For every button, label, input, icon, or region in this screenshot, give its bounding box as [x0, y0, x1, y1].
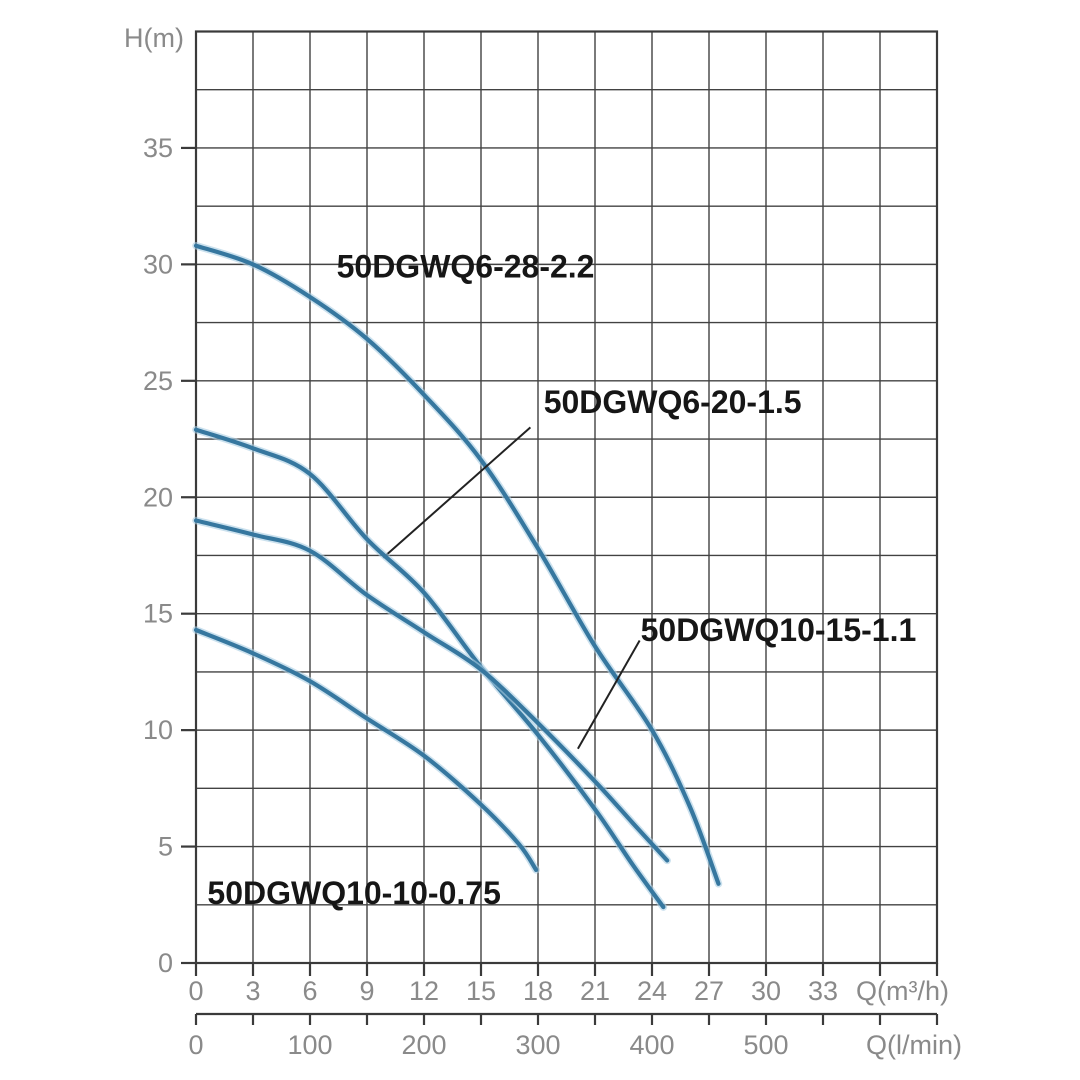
- x-tick-label: 21: [580, 976, 610, 1006]
- x2-tick-label: 300: [515, 1030, 560, 1060]
- y-tick-label: 0: [158, 948, 173, 978]
- x-tick-label: 12: [409, 976, 439, 1006]
- x-tick-label: 0: [188, 976, 203, 1006]
- curve-50DGWQ10-15-1.1: [193, 518, 670, 863]
- x-tick-label: 24: [637, 976, 667, 1006]
- curve-50DGWQ10-10-0.75: [193, 627, 539, 872]
- leader-line-50DGWQ10-15-1.1: [577, 639, 641, 750]
- curve-50DGWQ6-28-2.2: [193, 243, 721, 886]
- curve-label-50DGWQ6-20-1.5: 50DGWQ6-20-1.5: [544, 384, 802, 420]
- x2-tick-label: 500: [743, 1030, 788, 1060]
- x-tick-label: 15: [466, 976, 496, 1006]
- curves-layer: [192, 241, 723, 911]
- x-tick-label: 18: [523, 976, 553, 1006]
- curve-halo-50DGWQ6-20-1.5: [192, 425, 668, 911]
- curve-labels-layer: 50DGWQ6-28-2.2 50DGWQ6-20-1.5 50DGWQ10-15-…: [207, 249, 916, 911]
- x-axis-unit-label: Q(m³/h): [856, 976, 949, 1006]
- curve-label-50DGWQ10-10-0.75: 50DGWQ10-10-0.75: [207, 875, 500, 911]
- x-tick-label: 30: [751, 976, 781, 1006]
- y-tick-label: 15: [143, 599, 173, 629]
- x-tick-label: 3: [245, 976, 260, 1006]
- curve-label-50DGWQ10-15-1.1: 50DGWQ10-15-1.1: [641, 612, 917, 648]
- curve-label-50DGWQ6-28-2.2: 50DGWQ6-28-2.2: [337, 249, 595, 285]
- y-tick-label: 35: [143, 133, 173, 163]
- x-tick-label: 33: [808, 976, 838, 1006]
- y-tick-label: 25: [143, 366, 173, 396]
- curve-50DGWQ6-20-1.5: [193, 427, 666, 910]
- x-tick-label: 6: [302, 976, 317, 1006]
- axes-layer: 0 3 6 9 12 15 18 21 24 27 30 33 0 5 10 15 20 25 30 35 0 100 20…: [143, 133, 939, 1060]
- x2-axis-unit-label: Q(l/min): [866, 1030, 962, 1060]
- x2-tick-label: 0: [188, 1030, 203, 1060]
- curve-halo-50DGWQ10-10-0.75: [192, 626, 540, 874]
- x2-tick-label: 200: [401, 1030, 446, 1060]
- x-tick-label: 9: [359, 976, 374, 1006]
- y-tick-label: 20: [143, 482, 173, 512]
- x-tick-label: 27: [694, 976, 724, 1006]
- y-tick-label: 30: [143, 249, 173, 279]
- y-axis-unit-label: H(m): [124, 23, 184, 53]
- y-tick-label: 10: [143, 715, 173, 745]
- x2-tick-label: 100: [287, 1030, 332, 1060]
- grid-layer: [194, 30, 939, 965]
- x2-tick-label: 400: [629, 1030, 674, 1060]
- y-tick-label: 5: [158, 832, 173, 862]
- leader-line-50DGWQ6-20-1.5: [382, 426, 532, 559]
